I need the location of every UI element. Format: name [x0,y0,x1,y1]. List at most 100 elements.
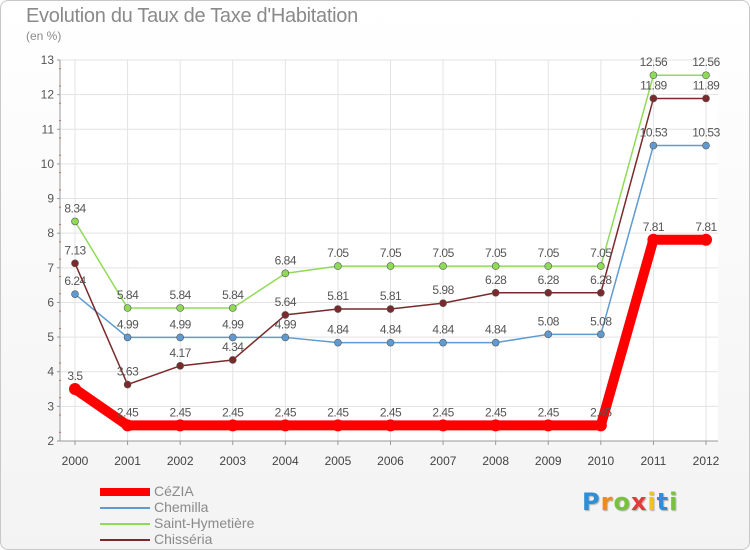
data-label: 4.99 [275,317,297,331]
data-label: 7.13 [64,243,86,257]
data-point [542,419,555,432]
x-tick-label: 2010 [587,454,614,468]
data-point [176,362,184,370]
data-point [71,290,79,298]
data-label: 4.84 [432,323,454,337]
data-label: 5.64 [275,295,297,309]
data-label: 5.84 [222,288,244,302]
data-label: 6.84 [275,253,297,267]
y-axis-unit-label: (en %) [26,29,62,43]
data-point [702,141,710,150]
data-point [700,233,712,246]
plot-area [60,60,718,441]
y-tick-label: 6 [47,295,54,309]
data-label: 7.05 [380,246,402,260]
data-point [123,333,132,342]
x-tick-label: 2001 [114,454,141,468]
y-tick-label: 3 [47,399,54,413]
logo-letter: x [630,488,648,516]
data-label: 6.28 [538,273,560,287]
x-tick-label: 2000 [62,454,89,468]
data-label: 2.45 [222,405,244,419]
data-point [649,94,658,103]
data-point [597,330,605,339]
data-label: 5.81 [327,289,349,303]
legend-label: CéZIA [154,483,194,499]
logo-letter: i [669,488,679,516]
logo-letter: r [600,488,614,516]
data-label: 5.84 [169,288,191,302]
data-label: 5.84 [117,288,139,302]
x-tick-label: 2005 [325,454,352,468]
y-tick-label: 11 [42,122,55,136]
data-label: 5.08 [590,314,612,328]
data-point [331,419,344,432]
data-point [594,419,607,432]
x-tick-label: 2008 [482,454,509,468]
legend-label: Chisséria [154,531,213,547]
data-label: 6.28 [485,273,507,287]
legend-swatch [100,488,150,496]
data-label: 2.45 [327,405,349,419]
y-tick-label: 13 [41,53,55,67]
data-label: 2.45 [538,405,560,419]
data-label: 2.45 [380,405,402,419]
data-label: 2.45 [485,405,507,419]
data-label: 4.34 [222,340,244,354]
data-point [334,338,342,347]
y-tick-label: 8 [47,226,54,240]
y-tick-label: 4 [47,365,54,379]
data-label: 4.99 [117,317,139,331]
data-label: 10.53 [640,126,668,140]
y-tick-label: 12 [41,88,55,102]
data-label: 5.08 [538,314,560,328]
data-label: 4.17 [169,346,191,360]
data-point [491,338,500,347]
data-label: 2.45 [275,405,297,419]
data-point [281,333,290,342]
data-label: 7.05 [485,246,507,260]
data-label: 4.84 [485,323,507,337]
data-point [702,71,710,80]
data-point [334,305,342,313]
data-label: 3.63 [117,365,139,379]
logo-letter: i [647,488,657,516]
data-label: 12.56 [640,55,668,69]
data-point [386,262,395,270]
data-point [176,304,184,312]
data-point [491,262,500,270]
proxiti-logo: Proxiti [582,488,678,516]
data-label: 5.98 [432,283,454,297]
data-point [647,233,660,246]
data-label: 11.89 [640,78,667,92]
data-point [439,299,447,307]
data-label: 2.45 [432,405,454,419]
data-point [334,262,342,270]
data-label: 4.99 [169,317,191,331]
data-label: 2.45 [590,405,612,419]
data-point [281,269,290,278]
x-tick-label: 2006 [377,454,404,468]
x-tick-label: 2002 [167,454,194,468]
data-label: 10.53 [692,126,720,140]
logo-letter: t [656,488,670,516]
data-point [69,383,81,396]
legend-item: Chemilla [100,499,340,516]
data-point [544,262,553,270]
x-tick-label: 2012 [693,454,720,468]
data-label: 6.24 [64,274,86,288]
y-tick-label: 10 [41,157,55,171]
data-point [649,141,658,150]
data-label: 7.81 [695,220,717,234]
data-point [384,419,397,432]
data-point [489,419,502,432]
data-point [176,333,184,342]
logo-letter: P [582,488,601,516]
data-point [123,304,132,312]
logo-letter: o [613,488,631,516]
data-point [281,311,290,319]
data-label: 8.34 [64,201,86,215]
data-point [228,304,237,312]
legend-item: CéZIA [100,483,340,500]
